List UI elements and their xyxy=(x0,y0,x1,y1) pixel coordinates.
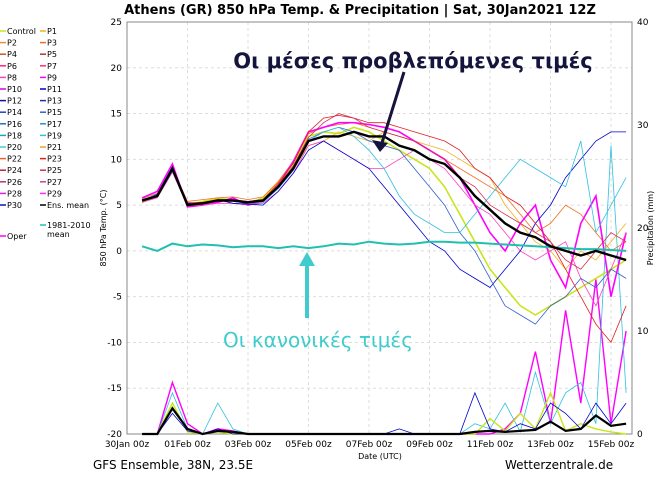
x-tick-label: 30Jan 00z xyxy=(105,440,150,450)
legend-label: P10 xyxy=(7,85,22,94)
legend-label: P22 xyxy=(7,155,22,164)
legend-label: 1981-2010 xyxy=(47,221,91,230)
legend-label: P8 xyxy=(7,73,17,82)
x-axis-label: Date (UTC) xyxy=(358,452,402,461)
x-ticks: 30Jan 00z 01Feb 00z 03Feb 00z 05Feb 00z 07Fe… xyxy=(105,440,635,450)
legend-label: P27 xyxy=(47,178,62,187)
arrow-normal-head xyxy=(299,252,315,266)
y-tick-label-right: 10 xyxy=(637,327,649,337)
precip-line-p6 xyxy=(142,279,627,435)
footer-right: Wetterzentrale.de xyxy=(505,458,613,472)
y-tick-label: -15 xyxy=(107,384,122,394)
temp-lines xyxy=(141,113,627,344)
precip-lines xyxy=(142,145,627,436)
legend-label: P5 xyxy=(47,50,57,59)
grid xyxy=(127,21,632,435)
legend-label: Control xyxy=(7,27,36,36)
legend-label: P18 xyxy=(7,131,22,140)
legend-label: P7 xyxy=(47,62,57,71)
legend-label: P15 xyxy=(47,108,62,117)
legend-label: P2 xyxy=(7,39,17,48)
legend-label: P20 xyxy=(7,143,22,152)
temp-line-p8 xyxy=(141,140,627,307)
chart-title: Athens (GR) 850 hPa Temp. & Precipitatio… xyxy=(124,3,596,18)
footer-left: GFS Ensemble, 38N, 23.5E xyxy=(93,458,253,472)
precip-line-control xyxy=(142,390,627,435)
legend-label: P14 xyxy=(7,108,22,117)
y-tick-label: 0 xyxy=(116,247,122,257)
temp-line-p15 xyxy=(141,126,627,325)
y-tick-label: 10 xyxy=(111,155,123,165)
temp-line-control xyxy=(141,126,627,316)
legend-label: P12 xyxy=(7,97,22,106)
x-tick-label: 09Feb 00z xyxy=(406,440,453,450)
precip-line-p19 xyxy=(142,145,627,435)
x-tick-label: 11Feb 00z xyxy=(467,440,514,450)
legend-label: P26 xyxy=(7,178,22,187)
legend-label: P11 xyxy=(47,85,62,94)
x-tick-label: 01Feb 00z xyxy=(164,440,211,450)
legend-label: P28 xyxy=(7,189,22,198)
legend-label: P30 xyxy=(7,201,22,210)
legend-label: P9 xyxy=(47,73,57,82)
y-tick-label-right: 40 xyxy=(637,18,649,28)
legend-label: mean xyxy=(47,230,70,239)
legend-label: P13 xyxy=(47,97,62,106)
y-ticks-right: 40 30 20 10 0 xyxy=(637,18,649,440)
y-tick-label: 25 xyxy=(111,18,122,28)
legend-label: P23 xyxy=(47,155,62,164)
y-tick-label: -20 xyxy=(107,430,122,440)
y-tick-label-right: 30 xyxy=(637,121,649,131)
plot-frame xyxy=(126,21,633,435)
temp-line-ens-mean xyxy=(141,130,627,262)
legend-label: P25 xyxy=(47,166,62,175)
y-axis-label: 850 hPa Temp. (°C) xyxy=(99,189,108,266)
legend: Control P1 P2 P3 P4 P5 P6 P7 P8 P9 P10 P11 P12 P13 P14… xyxy=(0,27,91,241)
legend-label: P3 xyxy=(47,39,57,48)
x-tick-label: 15Feb 00z xyxy=(588,440,635,450)
x-tick-label: 13Feb 00z xyxy=(527,440,574,450)
temp-line-1981-2010-mean xyxy=(141,240,627,252)
arrow-mean xyxy=(379,71,406,147)
legend-label: P21 xyxy=(47,143,62,152)
precip-line-ens-mean xyxy=(142,406,627,436)
y-tick-label: 5 xyxy=(116,201,122,211)
y-axis-label-right: Precipitation (mm) xyxy=(646,191,655,265)
legend-label: P19 xyxy=(47,131,62,140)
y-tick-label: 20 xyxy=(111,64,123,74)
temp-line-p6 xyxy=(141,121,627,297)
legend-label: P4 xyxy=(7,50,17,59)
legend-label: P16 xyxy=(7,120,22,129)
legend-label: P6 xyxy=(7,62,17,71)
legend-label: P1 xyxy=(47,27,57,36)
legend-label: P29 xyxy=(47,189,62,198)
arrow-mean-head xyxy=(372,140,388,152)
legend-label: Oper xyxy=(7,232,27,241)
legend-label: P24 xyxy=(7,166,22,175)
x-tick-label: 07Feb 00z xyxy=(346,440,393,450)
y-tick-label-right: 20 xyxy=(637,224,649,234)
y-tick-label: -10 xyxy=(107,338,122,348)
annotation-mean: Οι μέσες προβλεπόμενες τιμές xyxy=(233,49,592,73)
y-ticks: 25 20 15 10 5 0 -5 -10 -15 -20 xyxy=(107,18,122,440)
y-tick-label: -5 xyxy=(113,293,122,303)
legend-label: P17 xyxy=(47,120,62,129)
annotation-normal: Οι κανονικές τιμές xyxy=(223,328,413,352)
y-tick-label: 15 xyxy=(111,110,122,120)
y-tick-label-right: 0 xyxy=(637,430,643,440)
temp-line-p23 xyxy=(141,114,627,344)
x-tick-label: 05Feb 00z xyxy=(285,440,332,450)
x-tick-label: 03Feb 00z xyxy=(225,440,272,450)
legend-label: Ens. mean xyxy=(47,201,89,210)
